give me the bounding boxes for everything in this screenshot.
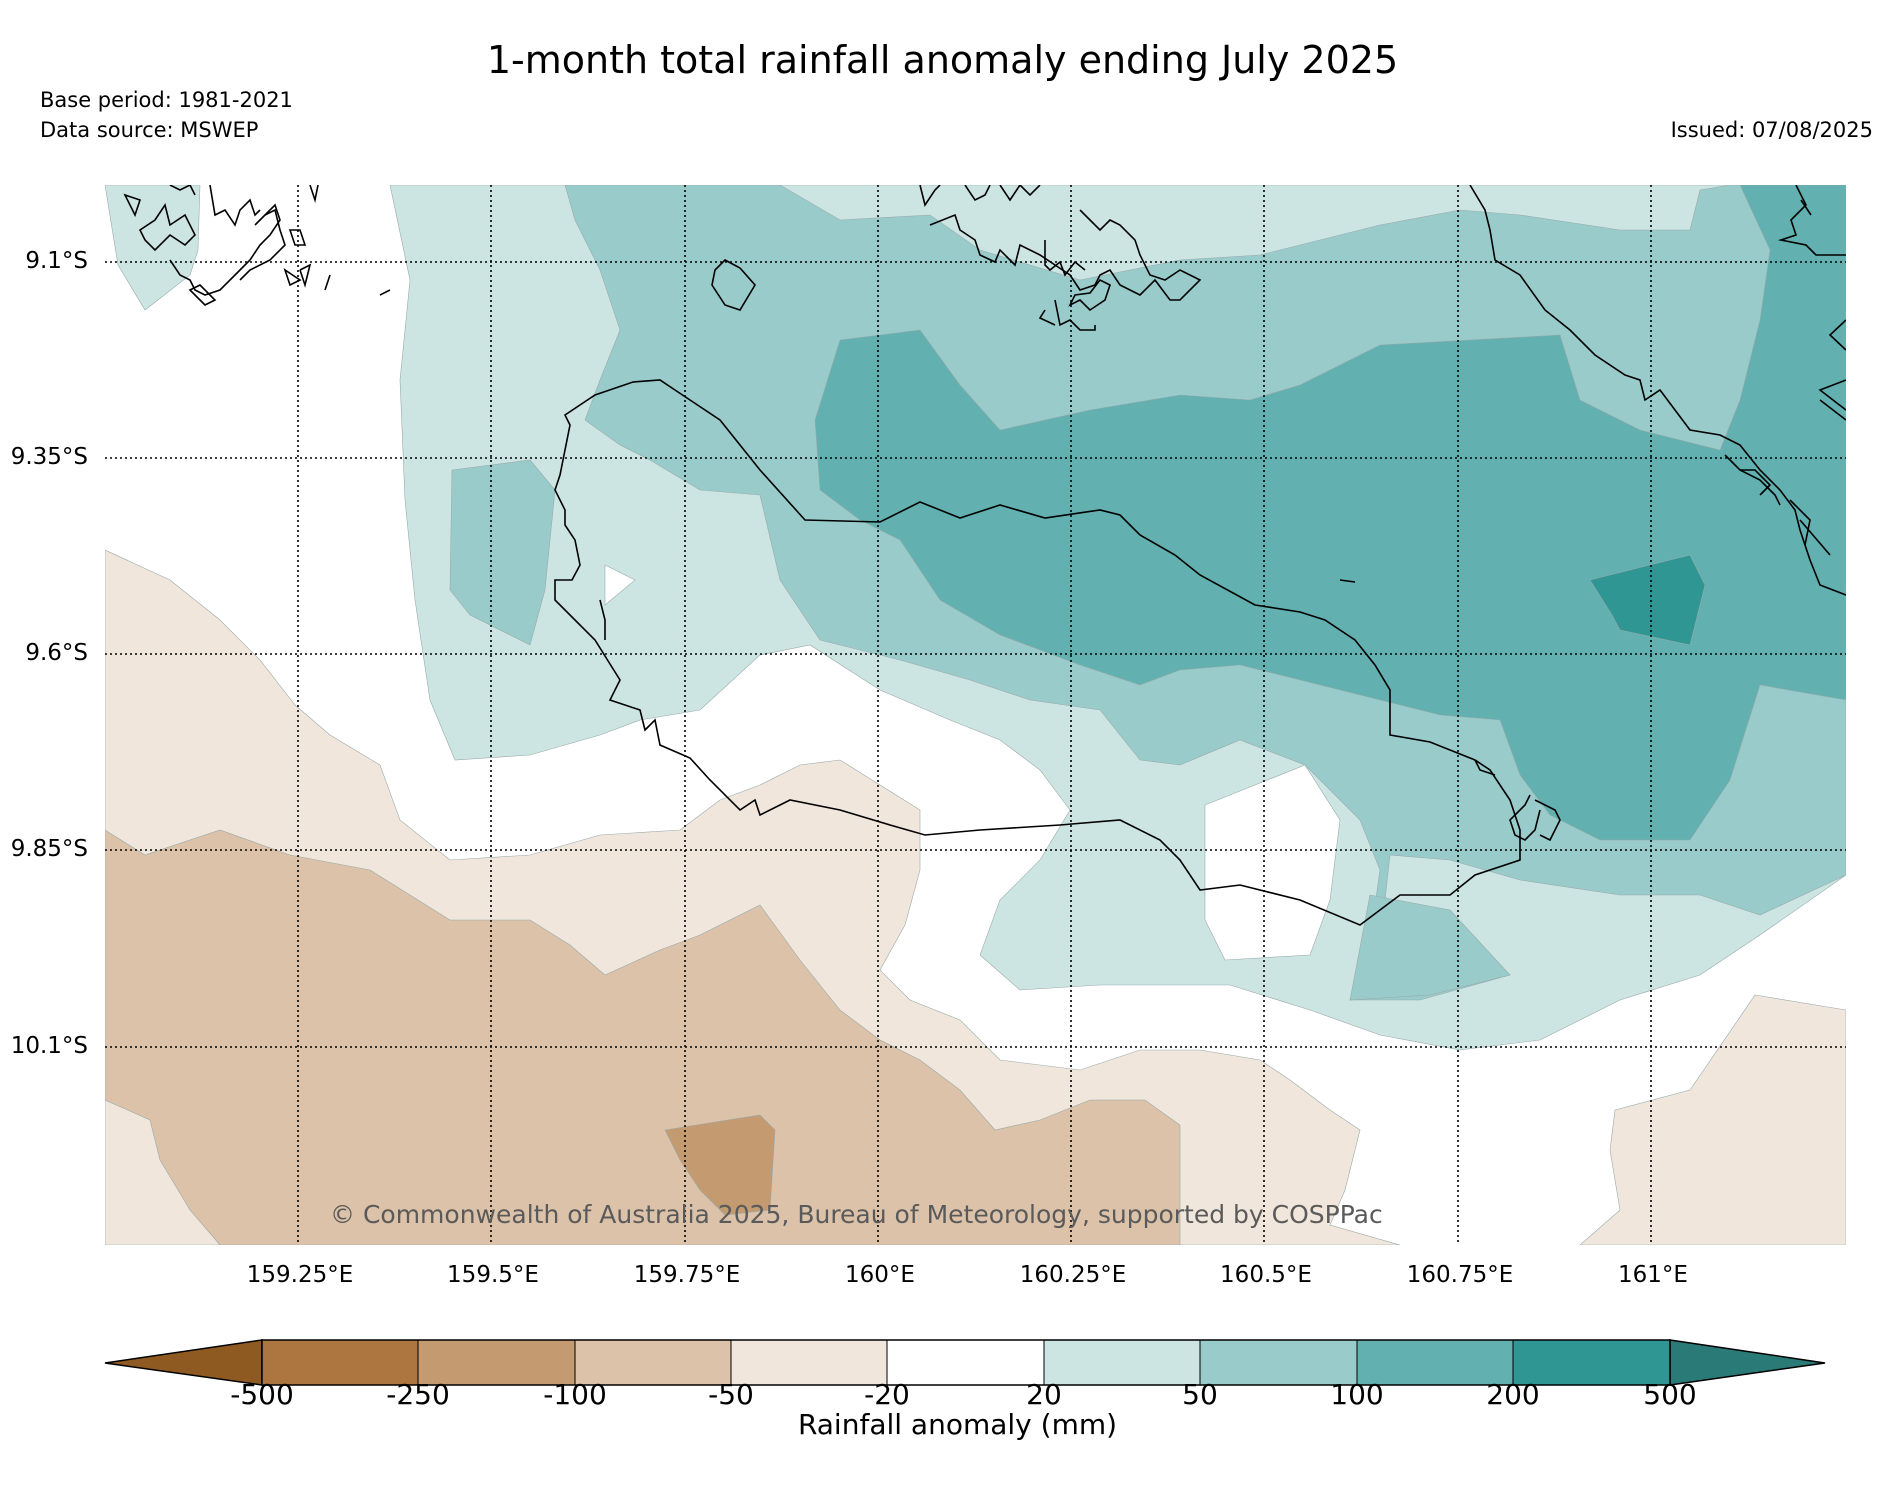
lon-label: 160.5°E [1220, 1262, 1312, 1288]
wet-light-hole [604, 564, 636, 606]
colorbar-segment [1199, 1339, 1358, 1386]
colorbar [104, 1339, 1826, 1386]
dry-light-region-east [1579, 994, 1846, 1245]
copyright-text: © Commonwealth of Australia 2025, Bureau… [330, 1200, 1383, 1229]
base-period-text: Base period: 1981-2021 [40, 88, 293, 112]
lat-label: 10.1°S [10, 1033, 88, 1059]
lon-label: 161°E [1618, 1262, 1688, 1288]
colorbar-frame [261, 1339, 1671, 1386]
wet-strong-region [814, 185, 1846, 841]
colorbar-tick-label: 500 [1643, 1378, 1697, 1411]
colorbar-segment [261, 1339, 419, 1386]
colorbar-tick-label: 20 [1026, 1378, 1062, 1411]
colorbar-tick-label: 50 [1182, 1378, 1218, 1411]
wet-medium-island [449, 459, 556, 646]
wet-medium-south [1349, 894, 1511, 1001]
lon-label: 159.5°E [447, 1262, 539, 1288]
colorbar-tick-label: -100 [543, 1378, 607, 1411]
lon-label: 159.25°E [246, 1262, 354, 1288]
colorbar-tick-label: -250 [386, 1378, 450, 1411]
wet-light-hole-2 [1204, 764, 1341, 961]
data-source-text: Data source: MSWEP [40, 118, 259, 142]
colorbar-tick-label: 100 [1330, 1378, 1384, 1411]
colorbar-tick-label: -20 [864, 1378, 910, 1411]
coastline [123, 185, 1846, 926]
anomaly-contours [105, 185, 1846, 1245]
colorbar-segment [1512, 1339, 1671, 1386]
lon-label: 160.75°E [1406, 1262, 1514, 1288]
colorbar-tick-label: -50 [708, 1378, 754, 1411]
colorbar-title: Rainfall anomaly (mm) [797, 1408, 1118, 1441]
lat-label: 9.6°S [25, 640, 88, 666]
colorbar-tick-label: -500 [230, 1378, 294, 1411]
lat-label: 9.1°S [25, 248, 88, 274]
lon-label: 159.75°E [633, 1262, 741, 1288]
lon-label: 160.25°E [1019, 1262, 1127, 1288]
issued-date-text: Issued: 07/08/2025 [1670, 118, 1873, 142]
dry-medium-region [105, 829, 1181, 1245]
lat-label: 9.35°S [10, 444, 88, 470]
graticule [105, 185, 1846, 1245]
colorbar-segment [1356, 1339, 1514, 1386]
dry-strong-region [664, 1114, 776, 1216]
colorbar-segment [886, 1339, 1045, 1386]
lat-label: 9.85°S [10, 836, 88, 862]
colorbar-tick-label: 200 [1486, 1378, 1540, 1411]
wet-very-strong-region [1589, 554, 1706, 646]
lon-label: 160°E [845, 1262, 915, 1288]
map-title: 1-month total rainfall anomaly ending Ju… [486, 38, 1399, 82]
